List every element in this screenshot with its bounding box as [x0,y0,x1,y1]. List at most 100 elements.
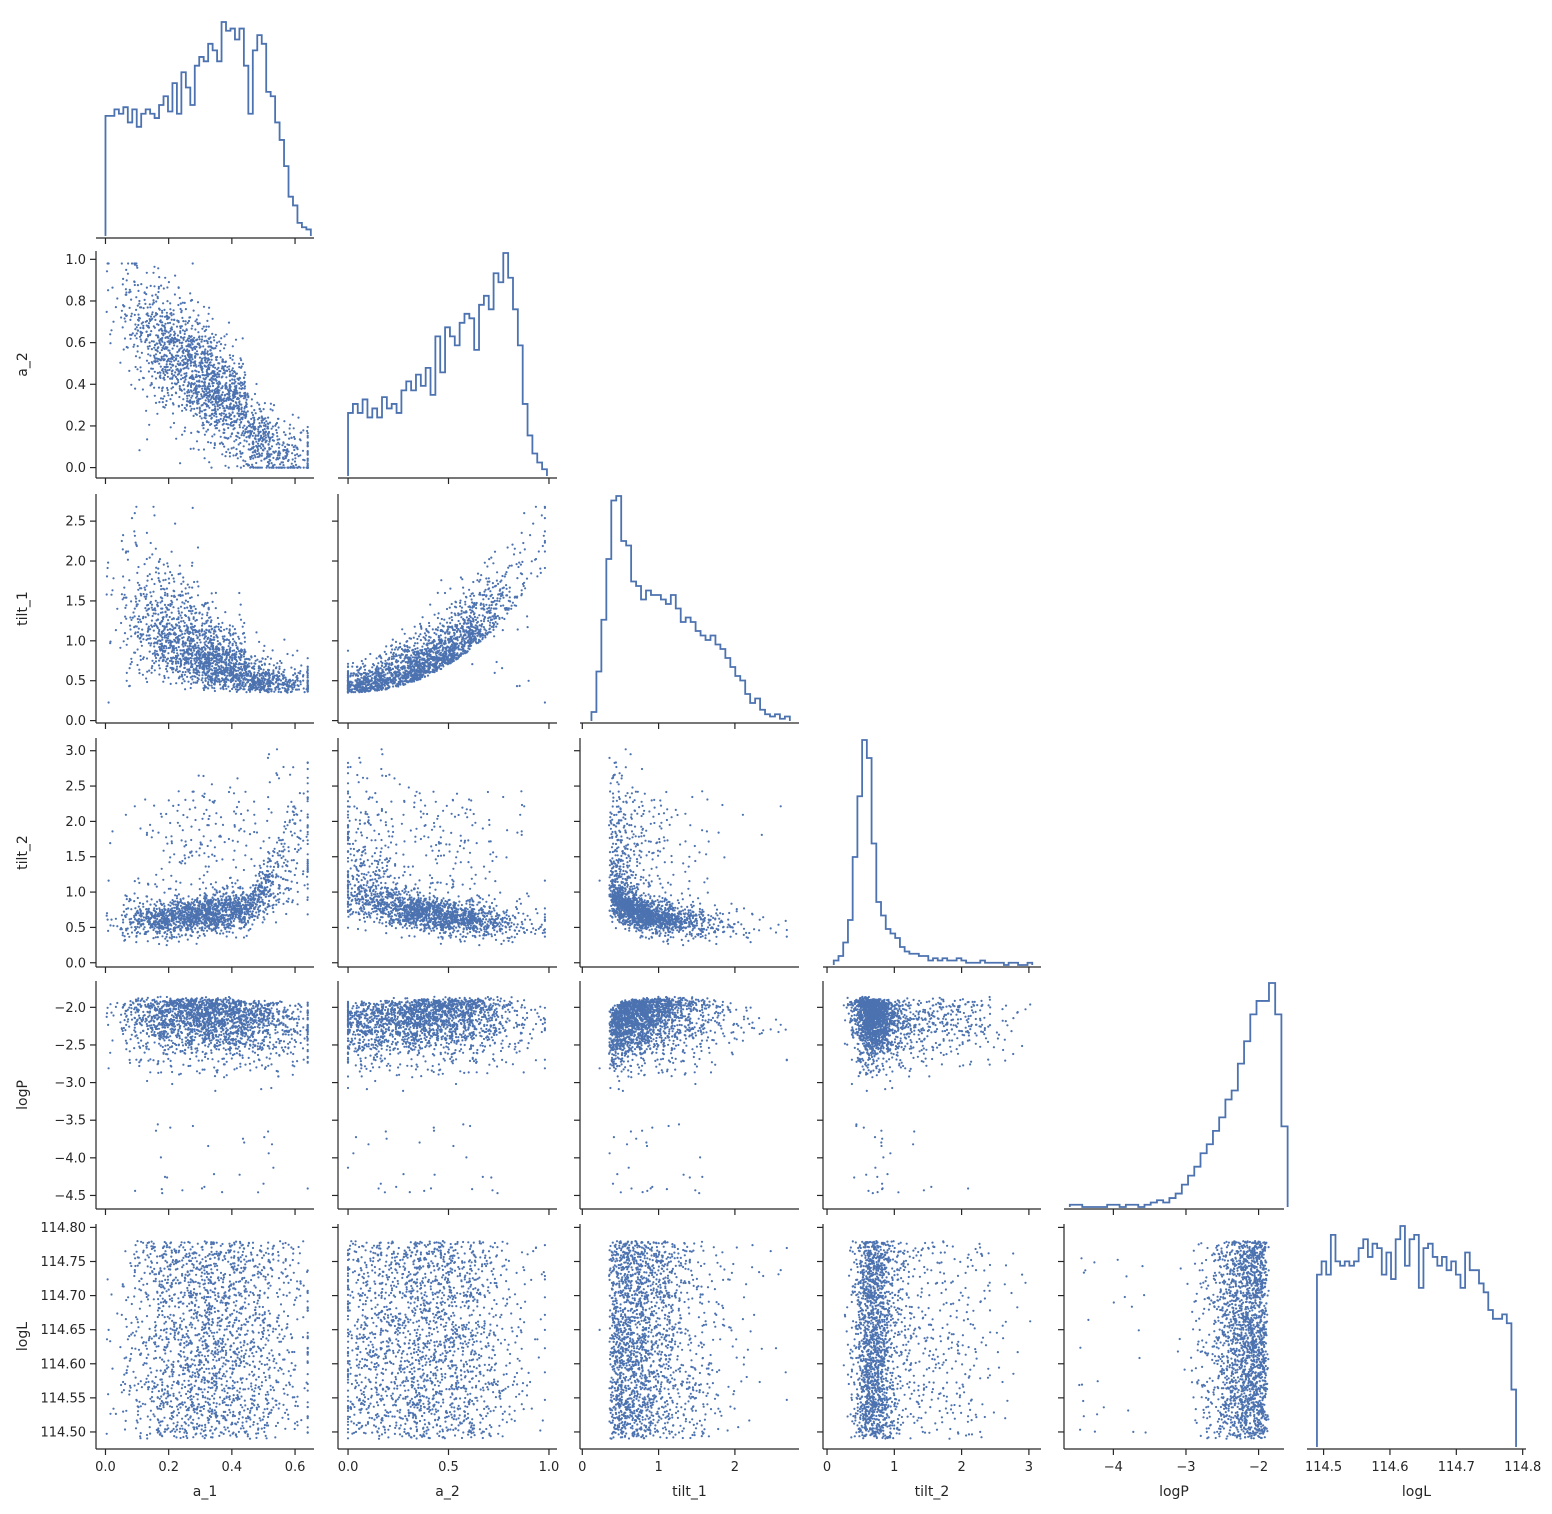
scatter-point [227,679,229,681]
scatter-point [126,672,128,674]
scatter-point [219,404,221,406]
scatter-point [129,307,131,309]
scatter-point [204,352,206,354]
scatter-point [151,348,153,350]
scatter-point [155,402,157,404]
scatter-point [399,642,401,644]
scatter-point [197,314,199,316]
scatter-point [187,584,189,586]
scatter-point [197,301,199,303]
scatter-point [137,305,139,307]
scatter-point [164,592,166,594]
scatter-point [145,677,147,679]
scatter-point [146,593,148,595]
scatter-point [155,312,157,314]
scatter-point [272,649,274,651]
scatter-point [243,397,245,399]
scatter-point [207,681,209,683]
scatter-point [144,291,146,293]
scatter-point [192,262,194,264]
scatter-point [208,313,210,315]
scatter-point [218,376,220,378]
scatter-point [207,346,209,348]
scatter-point [194,348,196,350]
scatter-point [200,641,202,643]
scatter-point [180,606,182,608]
scatter-point [151,578,153,580]
scatter-point [153,347,155,349]
scatter-point [203,671,205,673]
scatter-point [201,361,203,363]
scatter-point [107,562,109,564]
scatter-point [212,601,214,603]
scatter-point [250,405,252,407]
scatter-point [212,662,214,664]
scatter-point [225,663,227,665]
scatter-point [166,588,168,590]
scatter-point [196,665,198,667]
scatter-point [302,680,304,682]
scatter-point [236,686,238,688]
scatter-point [132,346,134,348]
scatter-point [187,354,189,356]
scatter-point [132,617,134,619]
scatter-point [173,595,175,597]
scatter-point [203,326,205,328]
scatter-point [169,633,171,635]
scatter-point [109,641,111,643]
scatter-point [227,416,229,418]
scatter-point [150,330,152,332]
scatter-point [149,591,151,593]
scatter-point [268,441,270,443]
scatter-point [239,403,241,405]
scatter-point [198,657,200,659]
scatter-point [242,430,244,432]
scatter-point [130,663,132,665]
scatter-point [496,580,498,582]
scatter-point [122,534,124,536]
scatter-point [229,667,231,669]
scatter-point [212,376,214,378]
scatter-point [196,407,198,409]
scatter-point [518,562,520,564]
scatter-point [162,386,164,388]
scatter-point [176,666,178,668]
scatter-point [159,558,161,560]
scatter-point [240,385,242,387]
scatter-point [161,643,163,645]
scatter-point [295,689,297,691]
scatter-point [188,316,190,318]
scatter-point [170,643,172,645]
scatter-point [263,672,265,674]
scatter-point [242,626,244,628]
scatter-point [247,681,249,683]
scatter-point [275,467,277,469]
scatter-point [229,452,231,454]
scatter-point [116,608,118,610]
scatter-point [194,370,196,372]
scatter-point [202,663,204,665]
scatter-point [151,604,153,606]
scatter-point [215,356,217,358]
scatter-point [133,626,135,628]
scatter-point [180,311,182,313]
scatter-point [169,377,171,379]
scatter-point [292,414,294,416]
scatter-point [194,320,196,322]
scatter-point [307,677,309,679]
scatter-point [147,306,149,308]
scatter-point [252,417,254,419]
scatter-point [210,442,212,444]
scatter-point [225,419,227,421]
scatter-point [199,612,201,614]
scatter-point [538,550,540,552]
scatter-point [171,618,173,620]
scatter-point [392,639,394,641]
scatter-point [261,467,263,469]
scatter-point [260,436,262,438]
scatter-point [164,635,166,637]
scatter-point [191,678,193,680]
scatter-point [233,654,235,656]
scatter-point [216,392,218,394]
scatter-point [240,684,242,686]
